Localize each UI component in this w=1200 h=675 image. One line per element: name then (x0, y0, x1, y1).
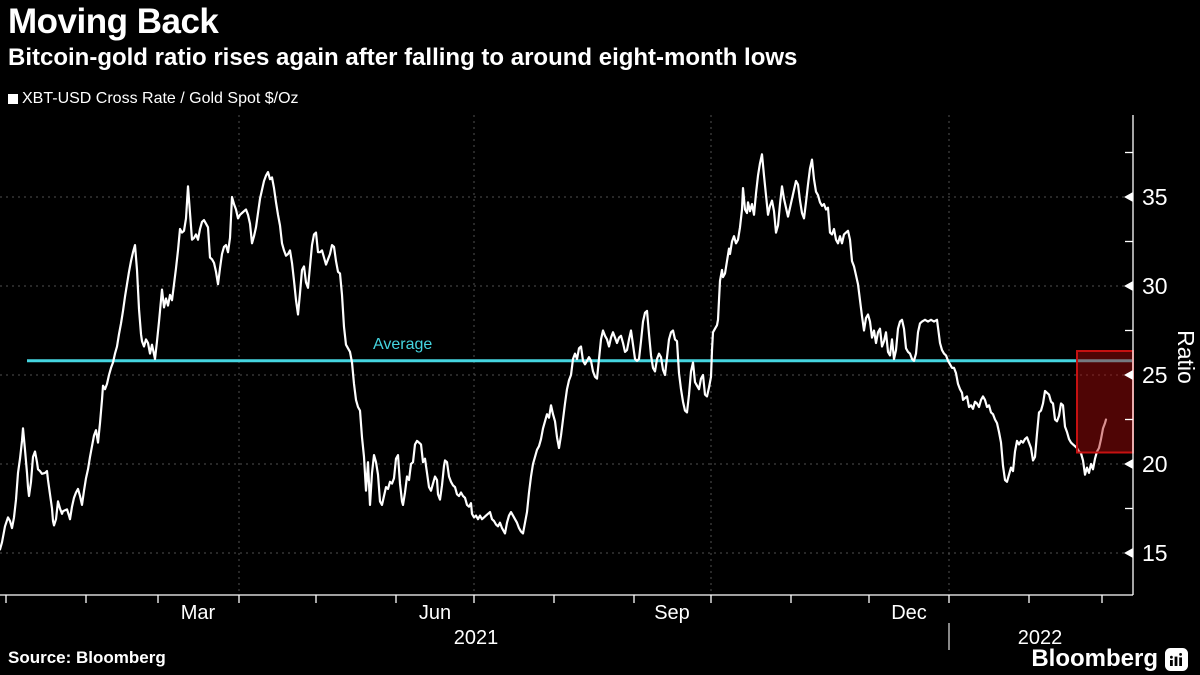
month-label: Sep (654, 602, 690, 624)
y-axis-title: Ratio (1173, 330, 1199, 384)
average-label: Average (373, 336, 432, 353)
source-label: Source: Bloomberg (8, 648, 166, 667)
y-tick-marker (1124, 192, 1133, 202)
y-tick-label: 20 (1142, 451, 1168, 477)
bloomberg-logo: Bloomberg (1031, 645, 1188, 673)
ratio-line (0, 153, 1108, 551)
y-tick-marker (1124, 281, 1133, 291)
chart-subtitle: Bitcoin-gold ratio rises again after fal… (8, 44, 798, 71)
legend-swatch-icon (8, 94, 18, 104)
y-tick-label: 25 (1142, 362, 1168, 388)
highlight-box (1076, 350, 1134, 454)
month-label: Mar (181, 602, 216, 624)
year-label: 2022 (1018, 627, 1063, 649)
legend-label: XBT-USD Cross Rate / Gold Spot $/Oz (22, 90, 299, 107)
legend: XBT-USD Cross Rate / Gold Spot $/Oz (8, 90, 299, 108)
bloomberg-wordmark: Bloomberg (1031, 645, 1158, 672)
y-tick-marker (1124, 370, 1133, 380)
y-tick-label: 35 (1142, 184, 1168, 210)
page-title: Moving Back (8, 2, 219, 41)
year-label: 2021 (454, 627, 499, 649)
y-tick-marker (1124, 459, 1133, 469)
bloomberg-logo-icon (1165, 647, 1188, 671)
month-label: Jun (419, 602, 451, 624)
y-tick-label: 30 (1142, 273, 1168, 299)
y-tick-label: 15 (1142, 540, 1168, 566)
y-tick-marker (1124, 548, 1133, 558)
month-label: Dec (891, 602, 927, 624)
